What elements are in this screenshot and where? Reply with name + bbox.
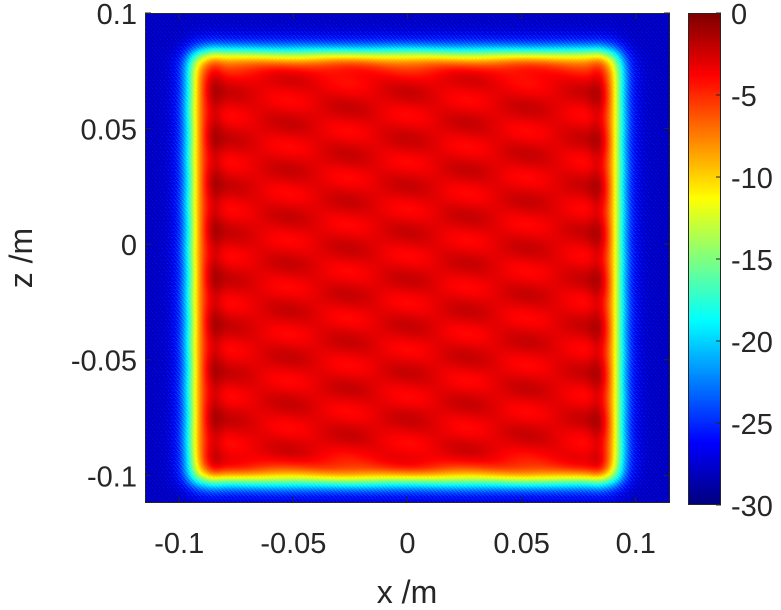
colorbar-tick-label: 0: [731, 0, 747, 31]
x-tick-label: 0.1: [616, 528, 656, 560]
colorbar-tick-label: -30: [731, 491, 773, 523]
x-tick-label: 0.05: [493, 528, 549, 560]
y-tick-label: 0.1: [97, 0, 137, 31]
colorbar-tick-label: -25: [731, 409, 773, 441]
colorbar: [688, 13, 721, 505]
colorbar-tick-label: -5: [731, 81, 757, 113]
y-tick-label: -0.05: [71, 346, 137, 378]
y-axis-label: z /m: [3, 228, 39, 288]
colorbar-tick-label: -15: [731, 245, 773, 277]
x-tick-label: -0.05: [260, 528, 326, 560]
y-tick-label: 0: [121, 230, 137, 262]
y-tick-label: -0.1: [87, 461, 137, 493]
colorbar-ticks: 0 -5 -10 -15 -20 -25 -30: [716, 0, 773, 523]
colorbar-tick-label: -20: [731, 327, 773, 359]
colorbar-tick-label: -10: [731, 163, 773, 195]
x-tick-label: -0.1: [154, 528, 204, 560]
x-axis-label: x /m: [377, 574, 437, 610]
x-tick-label: 0: [399, 528, 415, 560]
y-tick-label: 0.05: [81, 115, 137, 147]
heatmap-image: [145, 13, 670, 503]
heatmap-plot-area: [145, 13, 670, 503]
